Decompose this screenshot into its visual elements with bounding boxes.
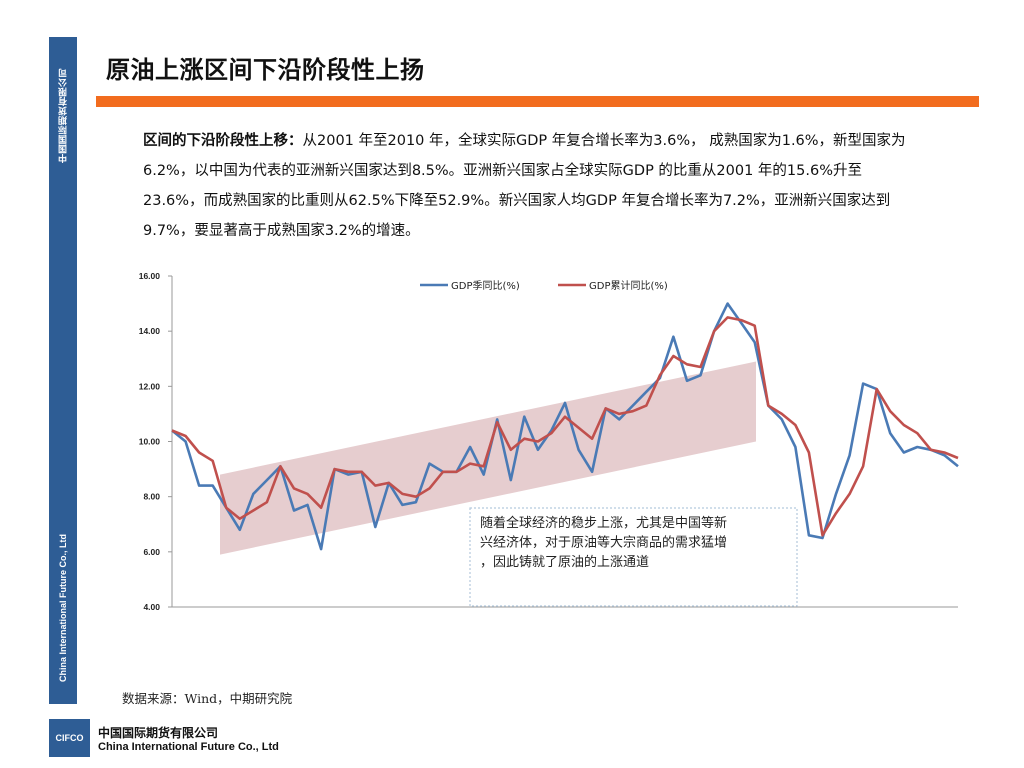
series-gdp-cumulative-line	[171, 316, 959, 537]
sidebar-company-en: China International Future Co., Ltd	[58, 533, 68, 682]
title-underline	[96, 96, 979, 107]
data-source: 数据来源：Wind，中期研究院	[122, 691, 293, 706]
y-tick-label: 16.00	[139, 271, 161, 281]
annotation-text-line: 随着全球经济的稳步上涨，尤其是中国等新	[480, 515, 727, 531]
annotation-box	[469, 507, 798, 607]
gdp-line-chart: 16.00 14.00 12.00 10.00 8.00 6.00 4.00 GDP季同比(…	[120, 262, 980, 622]
cifco-logo: CIFCO	[49, 719, 90, 757]
annotation-text-line: 兴经济体，对于原油等大宗商品的需求猛增	[480, 535, 727, 551]
body-paragraph: 区间的下沿阶段性上移：从2001 年至2010 年，全球实际GDP 年复合增长率…	[143, 126, 908, 246]
y-tick-label: 4.00	[143, 602, 160, 612]
legend-label-cumulative: GDP累计同比(%)	[589, 279, 668, 292]
sidebar-top-label: 中国国际期货有限公司	[49, 40, 77, 190]
sidebar-bottom-label: China International Future Co., Ltd	[49, 520, 77, 695]
annotation-text-line: ，因此铸就了原油的上涨通道	[480, 554, 649, 570]
footer-company-en: China International Future Co., Ltd	[98, 741, 279, 753]
footer-company-cn: 中国国际期货有限公司	[98, 726, 219, 740]
y-tick-label: 10.00	[139, 437, 161, 447]
y-tick-label: 12.00	[139, 381, 161, 391]
y-tick-label: 14.00	[139, 326, 161, 336]
chart-svg: 16.00 14.00 12.00 10.00 8.00 6.00 4.00 GDP季同比(…	[139, 271, 959, 612]
y-tick-label: 8.00	[143, 492, 160, 502]
logo-text: CIFCO	[55, 733, 84, 743]
page-title: 原油上涨区间下沿阶段性上扬	[106, 56, 425, 84]
legend-label-quarterly: GDP季同比(%)	[451, 280, 520, 292]
sidebar-company-cn: 中国国际期货有限公司	[58, 67, 69, 163]
side-bar	[49, 37, 77, 704]
paragraph-text: 从2001 年至2010 年，全球实际GDP 年复合增长率为3.6%， 成熟国家…	[143, 133, 906, 239]
series-gdp-quarterly-line	[171, 302, 959, 551]
y-tick-label: 6.00	[143, 547, 160, 557]
paragraph-lead: 区间的下沿阶段性上移：	[143, 133, 303, 149]
